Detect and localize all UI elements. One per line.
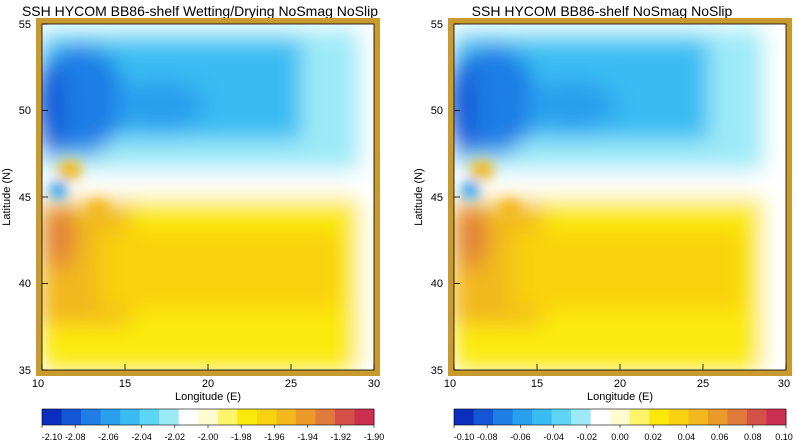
x-axis-label: Longitude (E) (175, 391, 241, 403)
x-tick-label: 25 (697, 378, 709, 390)
colorbar-swatch (707, 409, 728, 425)
colorbar-swatch (649, 409, 670, 425)
colorbar-tick-label: -0.02 (577, 432, 598, 442)
y-tick-label: 45 (431, 192, 443, 204)
colorbar-swatch (295, 409, 316, 425)
colorbar-tick-label: -0.10 (454, 432, 475, 442)
panel-title: SSH HYCOM BB86-shelf Wetting/Drying NoSm… (22, 3, 378, 19)
colorbar-tick-label: -2.08 (65, 432, 86, 442)
x-tick-label: 10 (444, 378, 456, 390)
colorbar-swatch (120, 409, 141, 425)
y-tick-label: 35 (431, 365, 443, 377)
y-axis-label: Latitude (N) (413, 168, 425, 225)
x-tick-label: 25 (285, 378, 297, 390)
colorbar-swatch (746, 409, 767, 425)
colorbar-tick-label: -0.06 (510, 432, 531, 442)
x-tick-label: 15 (531, 378, 543, 390)
colorbar-tick-label: -2.10 (42, 432, 63, 442)
x-axis-label: Longitude (E) (587, 391, 653, 403)
colorbar-swatch (688, 409, 709, 425)
x-tick-label: 15 (119, 378, 131, 390)
y-tick-label: 50 (19, 105, 31, 117)
colorbar-tick-label: 0.02 (644, 432, 662, 442)
colorbar-tick-label: -2.06 (98, 432, 119, 442)
colorbar-swatch (198, 409, 219, 425)
colorbar-tick-label: -0.08 (477, 432, 498, 442)
y-axis-label: Latitude (N) (1, 168, 13, 225)
panel-title: SSH HYCOM BB86-shelf NoSmag NoSlip (472, 3, 733, 19)
x-tick-label: 30 (778, 378, 790, 390)
y-tick-label: 50 (431, 105, 443, 117)
x-tick-label: 20 (614, 378, 626, 390)
colorbar-tick-label: 0.08 (744, 432, 762, 442)
colorbar-swatch (551, 409, 572, 425)
colorbar-swatch (276, 409, 297, 425)
colorbar-tick-label: -1.96 (264, 432, 285, 442)
y-tick-label: 55 (19, 19, 31, 31)
colorbar-tick-label: -2.04 (131, 432, 152, 442)
colorbar-swatch (315, 409, 336, 425)
colorbar-swatch (81, 409, 101, 425)
y-tick-label: 55 (431, 19, 443, 31)
colorbar-tick-label: -2.00 (198, 432, 219, 442)
colorbar-swatch (629, 409, 650, 425)
colorbar-tick-label: -1.90 (364, 432, 385, 442)
colorbar-swatch (532, 409, 553, 425)
colorbar: -0.10 -0.08 -0.06 -0.04 -0.02 0.00 0.02 0.04 0.0… (453, 408, 793, 442)
colorbar-tick-label: 0.10 (775, 432, 793, 442)
ssh-field (42, 24, 374, 370)
colorbar-swatch (571, 409, 592, 425)
ssh-panel-wetting-drying: SSH HYCOM BB86-shelf Wetting/Drying NoSm… (1, 3, 384, 442)
colorbar-swatch (178, 409, 199, 425)
colorbar-tick-label: -2.02 (165, 432, 186, 442)
colorbar-swatch (590, 409, 611, 425)
colorbar-swatch (354, 409, 375, 425)
colorbar-tick-label: 0.06 (711, 432, 729, 442)
colorbar-swatch (610, 409, 631, 425)
colorbar-swatch (473, 409, 494, 425)
colorbar-swatch (61, 409, 82, 425)
colorbar: -2.10 -2.08 -2.06 -2.04 -2.02 -2.00 -1.98 -1.96… (41, 408, 385, 442)
colorbar-swatch (493, 409, 513, 425)
y-tick-label: 45 (19, 192, 31, 204)
colorbar-swatch (217, 409, 238, 425)
colorbar-tick-label: 0.00 (611, 432, 629, 442)
colorbar-swatch (454, 409, 474, 425)
ssh-panel-noslip: SSH HYCOM BB86-shelf NoSmag NoSlip (413, 3, 793, 442)
colorbar-swatch (237, 409, 258, 425)
y-tick-label: 40 (19, 278, 31, 290)
colorbar-tick-label: -1.98 (231, 432, 252, 442)
colorbar-tick-label: -1.94 (297, 432, 318, 442)
colorbar-swatch (512, 409, 533, 425)
colorbar-swatch (159, 409, 180, 425)
colorbar-swatch (727, 409, 748, 425)
y-tick-label: 35 (19, 365, 31, 377)
x-tick-label: 20 (202, 378, 214, 390)
x-tick-label: 10 (32, 378, 44, 390)
colorbar-swatch (139, 409, 160, 425)
colorbar-swatch (42, 409, 62, 425)
x-tick-label: 30 (368, 378, 380, 390)
colorbar-swatch (668, 409, 689, 425)
colorbar-swatch (100, 409, 121, 425)
colorbar-tick-label: -0.04 (543, 432, 564, 442)
colorbar-tick-label: -1.92 (331, 432, 352, 442)
y-tick-label: 40 (431, 278, 443, 290)
colorbar-swatch (256, 409, 277, 425)
colorbar-tick-label: 0.04 (678, 432, 696, 442)
colorbar-swatch (766, 409, 787, 425)
ssh-field (454, 24, 786, 370)
colorbar-swatch (334, 409, 355, 425)
